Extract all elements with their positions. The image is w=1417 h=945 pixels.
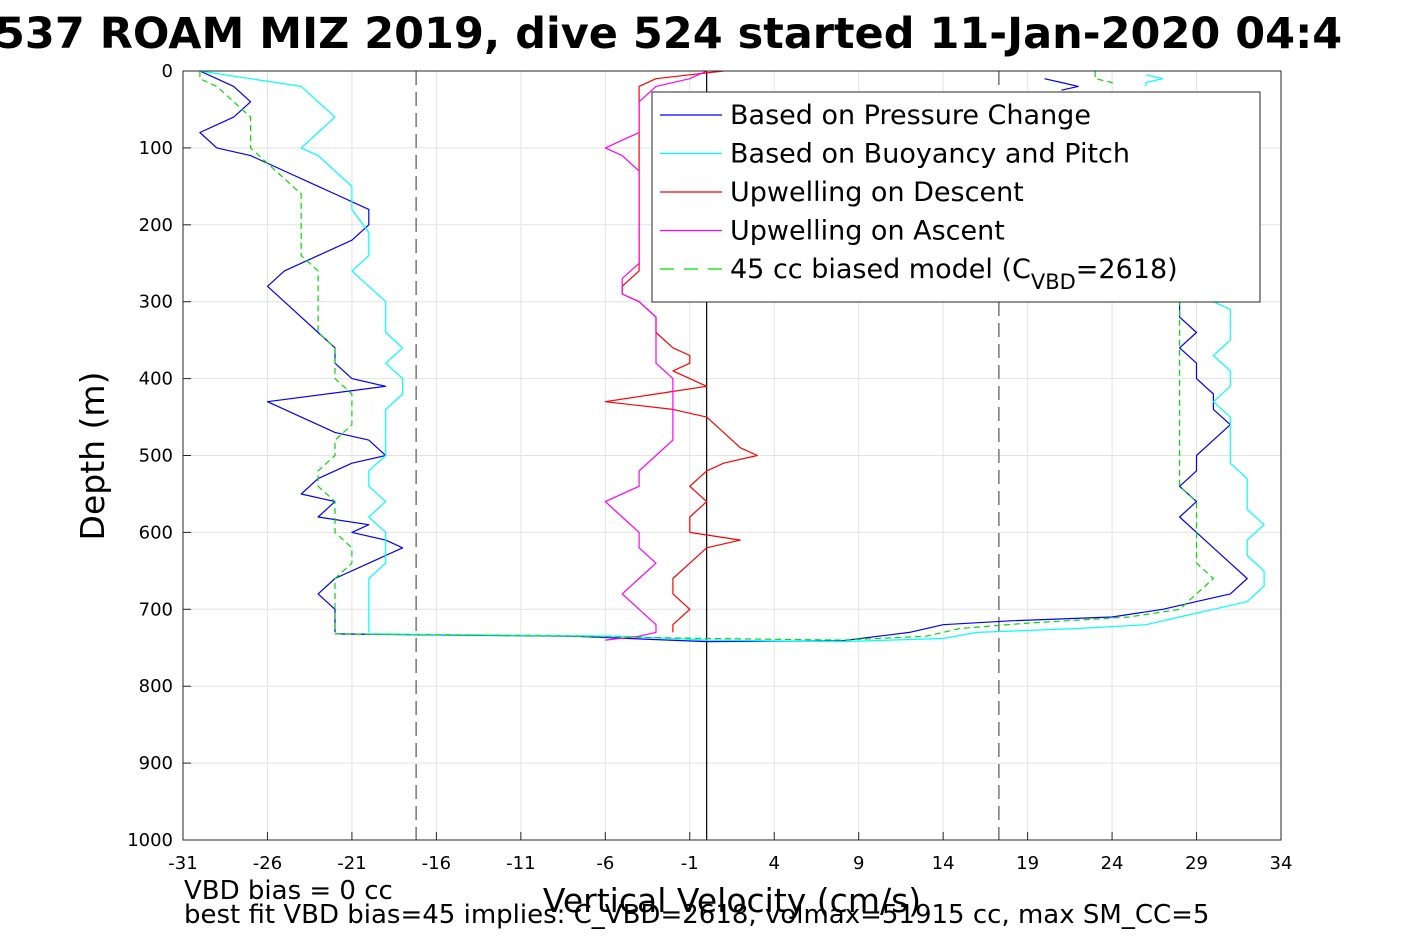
x-tick-label: 24 bbox=[1101, 853, 1124, 874]
legend-entry-label: Based on Pressure Change bbox=[730, 100, 1091, 131]
series-4-descent-line bbox=[199, 71, 353, 633]
x-tick-label: -16 bbox=[422, 853, 451, 874]
x-tick-label: -21 bbox=[337, 853, 366, 874]
best-fit-note: best fit VBD bias=45 implies: C_VBD=2618… bbox=[184, 900, 1210, 930]
series-0-surface-line bbox=[1044, 78, 1079, 91]
x-tick-label: 14 bbox=[932, 853, 955, 874]
series-0-descent-line bbox=[199, 70, 404, 633]
legend-entry-label: Upwelling on Ascent bbox=[730, 216, 1005, 247]
x-tick-label: 29 bbox=[1185, 853, 1208, 874]
y-tick-label: 700 bbox=[139, 599, 173, 620]
x-tick-label: -31 bbox=[168, 853, 197, 874]
series-1-ascent-line bbox=[368, 301, 1265, 643]
x-tick-label: -1 bbox=[681, 853, 699, 874]
x-tick-label: 9 bbox=[853, 853, 864, 874]
series-3-ascent-line bbox=[604, 70, 707, 641]
x-tick-label: -26 bbox=[253, 853, 282, 874]
legend-entry-label: Upwelling on Descent bbox=[730, 177, 1024, 208]
legend-entry-label: 45 cc biased model (CVBD=2618) bbox=[730, 254, 1178, 294]
y-tick-label: 200 bbox=[139, 215, 173, 236]
y-tick-label: 800 bbox=[139, 676, 173, 697]
chart-title: 537 ROAM MIZ 2019, dive 524 started 11-J… bbox=[0, 9, 1342, 59]
vbd-bias-note: VBD bias = 0 cc bbox=[184, 876, 393, 906]
y-tick-label: 500 bbox=[139, 446, 173, 467]
y-tick-label: 1000 bbox=[127, 830, 173, 851]
legend-box bbox=[651, 91, 1261, 303]
y-axis-label: Depth (m) bbox=[73, 372, 112, 541]
series-1-descent-line bbox=[199, 70, 404, 633]
legend-entry-label: Based on Buoyancy and Pitch bbox=[730, 139, 1130, 170]
x-tick-label: -11 bbox=[506, 853, 535, 874]
y-tick-label: 100 bbox=[139, 138, 173, 159]
x-tick-label: 19 bbox=[1016, 853, 1039, 874]
y-tick-label: 0 bbox=[162, 61, 173, 82]
x-axis-label: Vertical Velocity (cm/s) bbox=[543, 881, 921, 920]
x-tick-label: 4 bbox=[769, 853, 780, 874]
plot-frame bbox=[182, 70, 1282, 841]
series-2-descent-line bbox=[604, 70, 758, 633]
x-tick-label: 34 bbox=[1270, 853, 1293, 874]
y-tick-label: 300 bbox=[139, 292, 173, 313]
series-layer bbox=[199, 70, 1265, 643]
x-tick-labels: -31 -26 -21 -16 -11 -6 -1 4 9 14 19 24 29 34 bbox=[168, 853, 1292, 874]
y-tick-label: 400 bbox=[139, 369, 173, 390]
series-4-surface-line bbox=[1094, 71, 1113, 87]
x-tick-label: -6 bbox=[596, 853, 614, 874]
y-tick-labels: 0 100 200 300 400 500 600 700 800 900 1000 bbox=[127, 61, 173, 851]
legend: Based on Pressure Change Based on Buoyanc… bbox=[651, 91, 1261, 303]
series-0-ascent-line bbox=[334, 301, 1248, 643]
series-1-surface-line bbox=[1145, 74, 1164, 87]
y-tick-label: 600 bbox=[139, 522, 173, 543]
series-4-ascent-line bbox=[334, 301, 1214, 641]
y-tick-label: 900 bbox=[139, 753, 173, 774]
